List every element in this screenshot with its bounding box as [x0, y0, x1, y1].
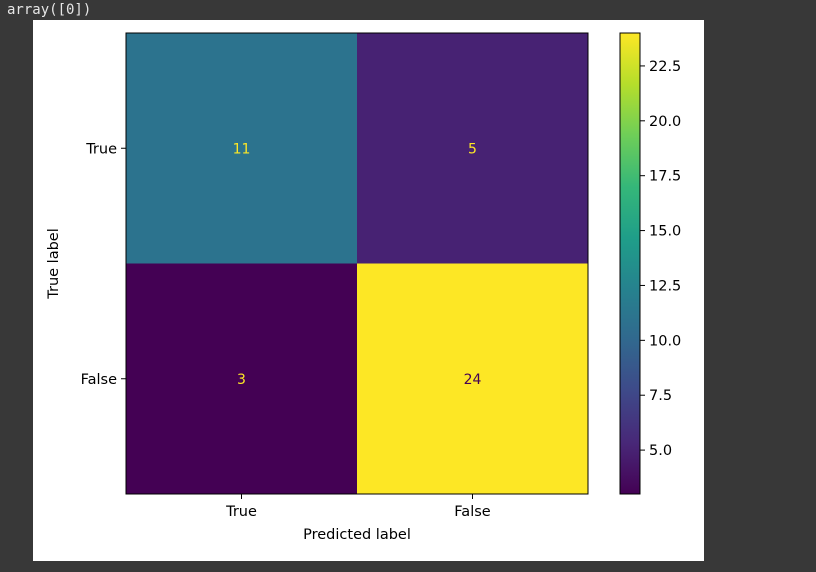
confusion-matrix-chart: 11 5 3 24 True False True False Predicted lab…: [46, 32, 681, 543]
matrix-cell-value: 24: [464, 372, 482, 388]
matrix-cell: [126, 263, 357, 494]
y-tick-label: False: [81, 372, 117, 388]
colorbar-tick-label: 15.0: [649, 224, 681, 240]
heatmap-frame: [125, 32, 589, 495]
matrix-cell-value: 3: [237, 372, 246, 388]
colorbar-tick-label: 22.5: [649, 59, 681, 75]
colorbar-tick-label: 20.0: [649, 114, 681, 130]
matrix-cell-value: 5: [468, 141, 477, 157]
x-axis: True False: [225, 494, 491, 520]
matrix-cell: [126, 33, 357, 264]
x-tick-label: False: [454, 504, 490, 520]
matrix-cell-value: 11: [233, 141, 251, 157]
colorbar-tick-label: 12.5: [649, 278, 681, 294]
colorbar-tick-label: 17.5: [649, 169, 681, 185]
matrix-cells: [126, 33, 588, 494]
colorbar-tick-label: 5.0: [649, 443, 672, 459]
confusion-matrix-figure: 11 5 3 24 True False True False Predicted lab…: [33, 20, 704, 561]
matrix-cell: [357, 33, 588, 264]
cell-output-text: array([0]): [7, 2, 92, 18]
matrix-cell-labels: 11 5 3 24: [233, 141, 482, 388]
y-tick-label: True: [85, 141, 117, 157]
colorbar-tick-label: 7.5: [649, 388, 672, 404]
colorbar: [619, 32, 641, 495]
matrix-cell: [357, 263, 588, 494]
colorbar-ticks: 5.0 7.5 10.0 12.5 15.0 17.5 20.0 22.5: [640, 59, 681, 459]
colorbar-tick-label: 10.0: [649, 333, 681, 349]
x-tick-label: True: [225, 504, 257, 520]
y-axis: True False: [81, 141, 126, 388]
y-axis-label: True label: [46, 228, 62, 299]
x-axis-label: Predicted label: [303, 527, 411, 543]
